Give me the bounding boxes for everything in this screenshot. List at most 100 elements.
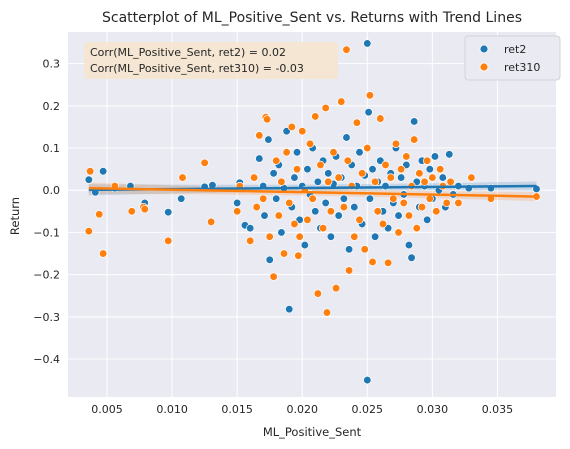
y-tick-label: −0.3 — [33, 311, 60, 324]
point-ret310 — [425, 194, 434, 203]
y-tick-label: −0.1 — [33, 226, 60, 239]
point-ret2 — [404, 240, 414, 250]
point-ret310 — [376, 114, 385, 123]
y-axis-title: Return — [8, 197, 22, 235]
point-ret2 — [344, 245, 354, 254]
point-ret310 — [394, 228, 403, 237]
point-ret310 — [127, 207, 136, 216]
point-ret310 — [84, 227, 93, 236]
x-tick-label: 0.015 — [221, 403, 253, 416]
point-ret2 — [84, 175, 93, 184]
point-ret310 — [350, 232, 359, 241]
point-ret2 — [255, 154, 264, 163]
point-ret310 — [442, 198, 451, 208]
point-ret310 — [277, 177, 286, 186]
point-ret310 — [164, 236, 173, 246]
point-ret310 — [249, 173, 259, 182]
point-ret310 — [200, 158, 209, 167]
point-ret2 — [300, 240, 309, 250]
point-ret2 — [177, 194, 186, 203]
point-ret310 — [391, 139, 401, 148]
point-ret310 — [454, 198, 463, 208]
point-ret310 — [363, 143, 372, 153]
point-ret2 — [394, 211, 403, 220]
point-ret2 — [334, 211, 343, 220]
point-ret310 — [287, 122, 296, 132]
point-ret2 — [363, 39, 372, 48]
y-tick-label: −0.4 — [33, 353, 60, 366]
point-ret2 — [438, 173, 447, 182]
point-ret310 — [402, 152, 411, 161]
y-tick-label: 0.2 — [43, 100, 61, 113]
point-ret310 — [313, 289, 323, 298]
point-ret2 — [370, 232, 380, 241]
point-ret2 — [407, 253, 416, 262]
trend-lines — [88, 184, 537, 198]
point-ret2 — [339, 194, 349, 203]
point-ret2 — [321, 198, 330, 208]
point-ret310 — [404, 211, 414, 220]
y-tick-label: 0.0 — [43, 184, 61, 197]
point-ret2 — [363, 375, 372, 385]
annotation-line-ret2: Corr(ML_Positive_Sent, ret2) = 0.02 — [90, 46, 286, 59]
point-ret2 — [233, 198, 242, 208]
legend-label-ret310: ret310 — [504, 61, 540, 74]
point-ret2 — [269, 169, 278, 178]
point-ret310 — [344, 266, 354, 275]
point-ret310 — [378, 219, 388, 229]
point-ret2 — [396, 173, 406, 182]
point-ret310 — [423, 156, 432, 165]
point-ret310 — [337, 97, 346, 106]
x-tick-label: 0.005 — [91, 403, 123, 416]
legend-marker-ret310 — [479, 62, 489, 72]
y-tick-label: −0.2 — [33, 269, 60, 282]
point-ret2 — [324, 169, 333, 178]
point-ret2 — [368, 164, 377, 174]
point-ret310 — [265, 232, 274, 241]
point-ret310 — [290, 219, 299, 229]
x-tick-labels: 0.005 0.010 0.015 0.020 0.025 0.030 0.035 — [91, 403, 513, 416]
point-ret2 — [272, 194, 281, 203]
point-ret310 — [410, 135, 419, 144]
point-ret310 — [294, 251, 303, 260]
point-ret310 — [305, 139, 315, 148]
point-ret310 — [178, 173, 187, 182]
chart-title: Scatterplot of ML_Positive_Sent vs. Retu… — [102, 10, 522, 26]
point-ret310 — [446, 177, 455, 186]
point-ret310 — [206, 217, 216, 227]
point-ret310 — [370, 177, 380, 186]
point-ret310 — [396, 164, 406, 174]
correlation-annotation: Corr(ML_Positive_Sent, ret2) = 0.02 Corr… — [84, 42, 338, 79]
point-ret310 — [417, 202, 427, 212]
point-ret310 — [233, 207, 242, 216]
point-ret2 — [425, 164, 434, 174]
point-ret310 — [292, 164, 302, 174]
point-ret2 — [260, 211, 269, 220]
point-ret310 — [368, 257, 377, 267]
point-ret310 — [269, 272, 278, 281]
trend-line-ret310 — [88, 186, 537, 198]
point-ret2 — [264, 135, 273, 144]
point-ret310 — [399, 198, 408, 208]
point-ret2 — [410, 117, 419, 126]
point-ret310 — [274, 211, 283, 220]
point-ret310 — [365, 91, 375, 100]
point-ret310 — [282, 148, 291, 157]
point-ret2 — [277, 228, 286, 237]
x-tick-label: 0.035 — [482, 403, 514, 416]
legend: ret2 ret310 — [464, 35, 561, 81]
point-ret2 — [355, 148, 364, 157]
legend-marker-ret2 — [479, 44, 489, 54]
point-ret310 — [272, 156, 281, 165]
point-ret310 — [326, 207, 336, 216]
point-ret310 — [432, 207, 441, 216]
plot-area — [68, 32, 556, 397]
annotation-box — [84, 42, 338, 79]
point-ret2 — [365, 194, 375, 203]
x-axis-title: ML_Positive_Sent — [263, 425, 362, 439]
point-ret310 — [318, 224, 328, 233]
point-ret2 — [342, 133, 351, 142]
point-ret310 — [246, 236, 255, 246]
point-ret310 — [316, 160, 325, 170]
point-ret2 — [311, 207, 320, 216]
